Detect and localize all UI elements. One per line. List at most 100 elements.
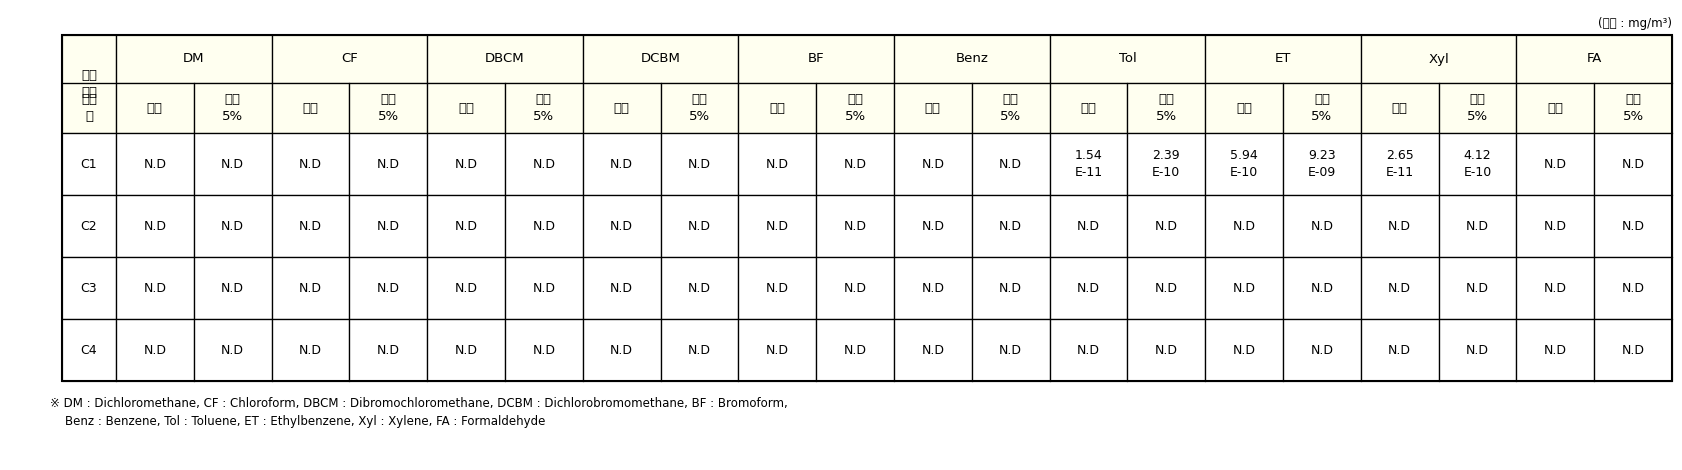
Bar	[1050, 133, 1127, 195]
Text: N.D: N.D	[611, 282, 632, 295]
Text: N.D: N.D	[999, 282, 1023, 295]
Text: N.D: N.D	[1233, 282, 1255, 295]
Bar	[116, 319, 193, 381]
Text: 9.23
E-09: 9.23 E-09	[1309, 149, 1336, 179]
Bar	[1050, 257, 1127, 319]
Text: 평균: 평균	[303, 102, 318, 115]
Text: 상위
5%: 상위 5%	[378, 93, 399, 123]
Text: N.D: N.D	[1310, 219, 1334, 233]
Bar	[505, 83, 582, 133]
Bar	[582, 257, 661, 319]
Text: N.D: N.D	[533, 282, 555, 295]
Bar	[1127, 257, 1206, 319]
Bar	[62, 83, 116, 133]
Bar	[1050, 83, 1127, 133]
Text: Xyl: Xyl	[1428, 53, 1448, 65]
Text: 평균: 평균	[1236, 102, 1251, 115]
Text: 상위
5%: 상위 5%	[533, 93, 555, 123]
Text: BF: BF	[807, 53, 824, 65]
Text: N.D: N.D	[844, 282, 866, 295]
Bar	[427, 319, 505, 381]
Text: N.D: N.D	[1388, 344, 1411, 357]
Bar	[893, 83, 972, 133]
Text: DCBM: DCBM	[641, 53, 681, 65]
Bar	[350, 83, 427, 133]
Text: N.D: N.D	[220, 219, 244, 233]
Bar	[661, 133, 738, 195]
Text: 상위
5%: 상위 5%	[222, 93, 244, 123]
Text: N.D: N.D	[1156, 344, 1177, 357]
Text: N.D: N.D	[765, 219, 789, 233]
Bar	[1517, 133, 1595, 195]
Bar	[1361, 35, 1517, 83]
Bar	[116, 35, 271, 83]
Bar	[116, 83, 193, 133]
Bar	[505, 257, 582, 319]
Bar	[1517, 257, 1595, 319]
Text: 제품
군: 제품 군	[81, 93, 98, 123]
Bar	[1206, 133, 1283, 195]
Bar	[62, 257, 116, 319]
Text: C1: C1	[81, 157, 98, 171]
Text: 시료
구분: 시료 구분	[81, 69, 98, 99]
Bar	[62, 35, 1672, 381]
Bar	[1050, 319, 1127, 381]
Bar	[661, 83, 738, 133]
Text: N.D: N.D	[1233, 219, 1255, 233]
Text: N.D: N.D	[1388, 282, 1411, 295]
Text: N.D: N.D	[1076, 219, 1100, 233]
Bar	[505, 319, 582, 381]
Text: N.D: N.D	[1310, 282, 1334, 295]
Text: N.D: N.D	[377, 282, 400, 295]
Bar	[1595, 133, 1672, 195]
Bar	[972, 257, 1050, 319]
Bar	[1361, 319, 1438, 381]
Bar	[893, 133, 972, 195]
Text: N.D: N.D	[688, 344, 711, 357]
Text: 평균: 평균	[614, 102, 629, 115]
Text: N.D: N.D	[844, 219, 866, 233]
Text: 상위
5%: 상위 5%	[1467, 93, 1489, 123]
Text: C4: C4	[81, 344, 98, 357]
Text: N.D: N.D	[1621, 344, 1645, 357]
Bar	[271, 133, 350, 195]
Text: N.D: N.D	[143, 157, 167, 171]
Text: DBCM: DBCM	[484, 53, 525, 65]
Text: C2: C2	[81, 219, 98, 233]
Text: N.D: N.D	[1076, 344, 1100, 357]
Bar	[193, 257, 271, 319]
Bar	[1206, 319, 1283, 381]
Bar	[505, 133, 582, 195]
Bar	[427, 257, 505, 319]
Bar	[661, 195, 738, 257]
Bar	[116, 133, 193, 195]
Text: N.D: N.D	[299, 282, 321, 295]
Text: 상위
5%: 상위 5%	[1312, 93, 1332, 123]
Text: N.D: N.D	[765, 157, 789, 171]
Bar	[271, 35, 427, 83]
Bar	[582, 319, 661, 381]
Bar	[350, 257, 427, 319]
Text: N.D: N.D	[1467, 219, 1489, 233]
Text: N.D: N.D	[1467, 282, 1489, 295]
Bar	[1517, 83, 1595, 133]
Text: N.D: N.D	[844, 344, 866, 357]
Text: N.D: N.D	[1621, 219, 1645, 233]
Bar	[62, 319, 116, 381]
Text: N.D: N.D	[299, 219, 321, 233]
Text: ※ DM : Dichloromethane, CF : Chloroform, DBCM : Dibromochloromethane, DCBM : Dic: ※ DM : Dichloromethane, CF : Chloroform,…	[50, 397, 787, 410]
Bar	[1438, 195, 1517, 257]
Bar	[972, 195, 1050, 257]
Text: 평균: 평균	[146, 102, 163, 115]
Bar	[62, 195, 116, 257]
Bar	[972, 83, 1050, 133]
Text: N.D: N.D	[220, 157, 244, 171]
Text: N.D: N.D	[1467, 344, 1489, 357]
Text: 2.39
E-10: 2.39 E-10	[1152, 149, 1181, 179]
Bar	[1283, 133, 1361, 195]
Text: 상위
5%: 상위 5%	[1623, 93, 1643, 123]
Bar	[1361, 195, 1438, 257]
Bar	[1050, 35, 1206, 83]
Text: N.D: N.D	[454, 282, 478, 295]
Bar	[816, 319, 893, 381]
